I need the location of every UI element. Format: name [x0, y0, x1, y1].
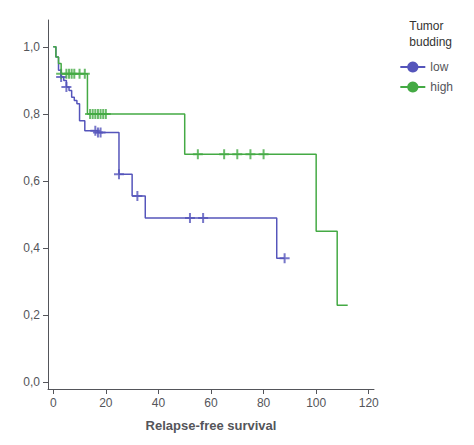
svg-text:40: 40	[152, 396, 166, 410]
svg-text:low: low	[430, 60, 448, 74]
svg-text:120: 120	[359, 396, 379, 410]
svg-text:100: 100	[306, 396, 326, 410]
svg-text:20: 20	[99, 396, 113, 410]
svg-text:0,8: 0,8	[23, 107, 40, 121]
svg-text:1,0: 1,0	[23, 40, 40, 54]
svg-text:budding: budding	[409, 35, 452, 49]
svg-text:0,4: 0,4	[23, 241, 40, 255]
svg-text:Relapse-free survival: Relapse-free survival	[146, 418, 277, 433]
svg-text:0,6: 0,6	[23, 174, 40, 188]
svg-text:60: 60	[204, 396, 218, 410]
svg-text:0,0: 0,0	[23, 375, 40, 389]
svg-text:0,2: 0,2	[23, 308, 40, 322]
svg-text:80: 80	[257, 396, 271, 410]
svg-text:high: high	[430, 80, 453, 94]
svg-text:0: 0	[50, 396, 57, 410]
svg-text:Tumor: Tumor	[409, 19, 443, 33]
